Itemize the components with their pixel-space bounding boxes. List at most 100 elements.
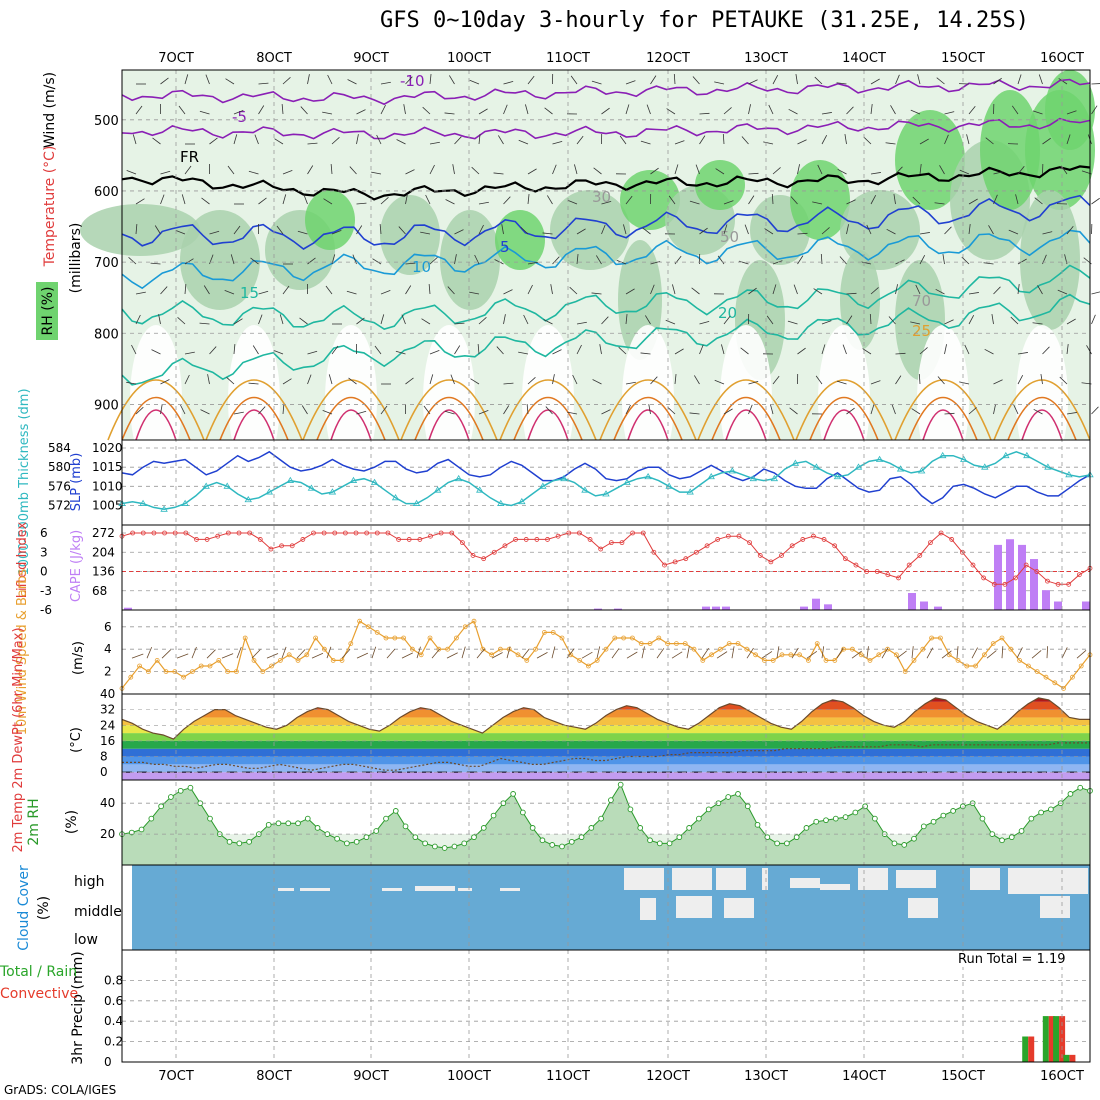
wind-barb: [422, 106, 431, 115]
lifted-index-point: [215, 533, 221, 539]
wind-barb: [592, 379, 602, 385]
wind-barb: [160, 170, 171, 175]
warm-isotherm-arc: [1007, 396, 1077, 441]
wind-barb: [454, 322, 465, 325]
wind-speed-point: [374, 630, 380, 635]
lifted-index-point: [747, 540, 753, 546]
wind-barb: [199, 110, 210, 115]
wind-speed-point: [445, 646, 451, 652]
y-tick-label: 40: [100, 687, 115, 701]
y-axis-label-slp: SLP (mb): [69, 453, 84, 512]
wind-barb: [944, 319, 954, 325]
cloud-clear-cell: [500, 888, 520, 891]
wind-barb: [380, 314, 385, 325]
wind-barb: [282, 285, 290, 295]
lifted-index-point: [906, 562, 912, 568]
lifted-index-point: [630, 530, 635, 536]
wind-barb: [1032, 110, 1043, 115]
y-tick-label: 32: [100, 703, 115, 717]
x-tick-label-bottom: 8OCT: [256, 1069, 292, 1084]
isotherm-line: [121, 165, 1091, 201]
wind-barb: [503, 104, 508, 115]
wind-barb: [227, 165, 235, 175]
wind-barb: [944, 412, 955, 415]
wind-speed-point: [973, 663, 978, 669]
rh-point: [656, 840, 663, 847]
wind-barb: [209, 137, 218, 145]
wind-barb: [666, 108, 676, 115]
wind-barb: [895, 352, 906, 355]
wind-barb-10m: [851, 650, 862, 659]
y-tick-label: 600: [94, 185, 119, 200]
wind-barb: [380, 104, 386, 115]
rh-point: [637, 825, 644, 831]
lifted-index-point: [959, 549, 965, 555]
lifted-index-point: [800, 537, 806, 542]
boundary-layer-lobe: [917, 325, 969, 475]
lifted-index-point: [821, 537, 827, 542]
wind-barb: [910, 321, 921, 325]
wind-barb: [790, 196, 798, 205]
wind-speed-point: [181, 674, 187, 680]
wind-barb: [131, 344, 137, 355]
wind-barb: [1042, 137, 1051, 145]
cloud-clear-cell: [382, 888, 402, 891]
boundary-layer-lobe: [228, 325, 280, 475]
wind-barb: [160, 404, 163, 415]
wind-barb: [297, 230, 308, 235]
lifted-index-point: [768, 559, 774, 565]
wind-barb: [797, 255, 804, 265]
thickness-marker: [328, 488, 337, 495]
wind-barb: [207, 374, 210, 385]
temp-band: [122, 709, 1090, 718]
wind-barb-10m: [1076, 649, 1087, 659]
y-tick-label: 800: [94, 327, 119, 342]
wind-barb: [518, 139, 529, 145]
wind-barb: [961, 256, 970, 265]
wind-barb: [919, 347, 928, 355]
wind-barb: [1091, 291, 1100, 295]
rh-point: [999, 837, 1005, 844]
thickness-marker: [497, 499, 505, 506]
wind-barb: [405, 262, 416, 265]
warm-isotherm-arc: [219, 396, 289, 441]
wind-barb: [356, 317, 365, 325]
wind-barb: [380, 81, 391, 85]
wind-barb-10m: [836, 647, 844, 659]
y-tick-label: 40: [100, 796, 115, 810]
y-tick-label: 0: [40, 565, 48, 579]
wind-barb: [618, 346, 627, 355]
warm-isotherm-arc: [316, 396, 386, 441]
wind-barb: [160, 379, 170, 385]
wind-barb: [380, 405, 388, 415]
wind-barb: [748, 172, 759, 175]
wind-barb: [503, 196, 511, 205]
lifted-index-point: [396, 537, 401, 542]
wind-barb: [307, 374, 312, 385]
wind-barb-10m: [161, 649, 171, 659]
wind-barb: [347, 79, 357, 85]
wind-speed-point: [902, 669, 908, 674]
wind-barb: [135, 224, 138, 235]
y-tick-label: 500: [94, 114, 119, 129]
wind-barb: [870, 404, 875, 415]
lifted-index-point: [162, 530, 167, 536]
wind-speed-point: [867, 658, 873, 663]
rh-point: [168, 794, 174, 800]
temp-band: [122, 772, 1090, 780]
wind-barb: [429, 141, 440, 145]
wind-barb: [797, 139, 807, 145]
wind-speed-point: [533, 646, 538, 652]
wind-barb: [180, 404, 186, 415]
rh-point: [920, 823, 927, 830]
wind-barb: [331, 345, 339, 355]
wind-barb: [158, 314, 161, 325]
lifted-index-point: [662, 562, 667, 568]
wind-barb: [944, 134, 949, 145]
lifted-index-point: [885, 572, 891, 578]
wind-barb-10m: [611, 648, 620, 659]
wind-barbs: [126, 73, 1100, 415]
wind-barb: [469, 291, 480, 295]
lifted-index-point: [608, 540, 614, 546]
wind-barb-10m: [311, 652, 324, 659]
